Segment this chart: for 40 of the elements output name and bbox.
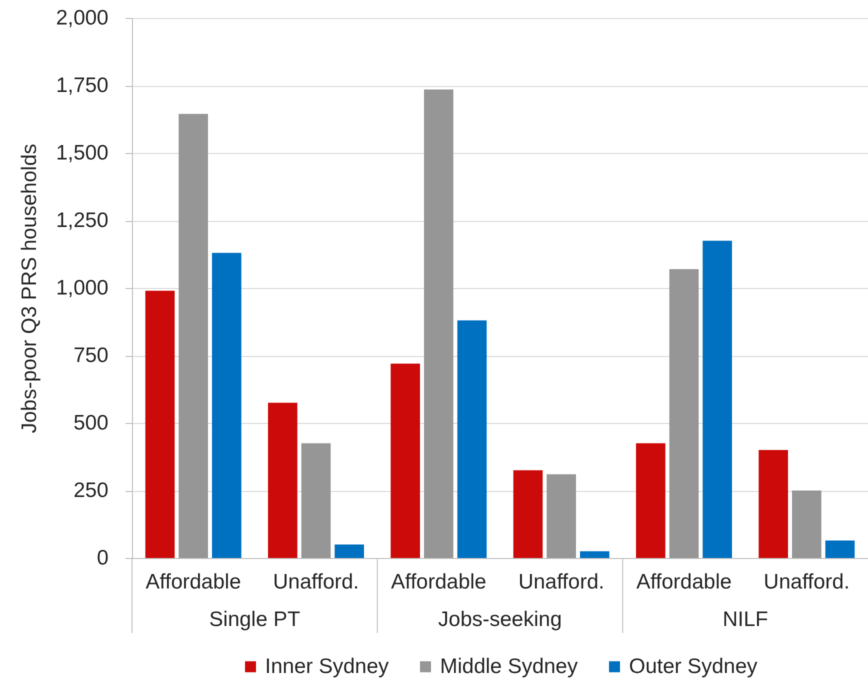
legend-label: Outer Sydney: [629, 654, 758, 678]
x-tick-label: Affordable: [636, 570, 732, 594]
bar: [792, 490, 822, 558]
bar: [825, 540, 855, 558]
bar: [424, 90, 454, 558]
y-tick-label: 1,500: [56, 142, 108, 164]
bar: [390, 364, 420, 558]
y-tick-label: 1,250: [56, 209, 108, 232]
x-tick-label: Affordable: [390, 570, 486, 594]
bar: [145, 290, 175, 558]
y-tick-label: 2,000: [56, 6, 108, 30]
bar: [268, 402, 298, 558]
y-tick-label: 500: [73, 412, 108, 434]
x-tick-label: Affordable: [146, 570, 242, 594]
bar: [457, 320, 487, 558]
bar: [636, 443, 666, 558]
bar: [513, 470, 543, 558]
text: NILF: [722, 608, 768, 631]
legend-label: Inner Sydney: [265, 654, 390, 678]
bar: [702, 240, 732, 558]
bar: [669, 269, 699, 558]
x-tick-label: Unafford.: [273, 570, 359, 594]
legend-label: Middle Sydney: [440, 654, 578, 678]
y-tick-label: 250: [73, 479, 108, 502]
y-tick-label: 0: [96, 546, 108, 570]
bar: [580, 551, 610, 558]
bar: [212, 252, 242, 558]
x-tick-label: Unafford.: [518, 570, 604, 594]
y-tick-label: 1,750: [56, 74, 108, 97]
y-tick-label: 750: [73, 344, 108, 367]
text: Jobs-seeking: [438, 608, 562, 631]
y-tick-label: 1,000: [56, 276, 108, 300]
y-axis-title: Jobs-poor Q3 PRS households: [18, 144, 41, 434]
bar: [334, 544, 364, 558]
bar: [546, 474, 576, 558]
text: Single PT: [209, 608, 300, 631]
bar: [758, 450, 788, 558]
bar: [301, 443, 331, 558]
bar: [178, 114, 208, 558]
x-tick-label: Unafford.: [764, 570, 850, 594]
